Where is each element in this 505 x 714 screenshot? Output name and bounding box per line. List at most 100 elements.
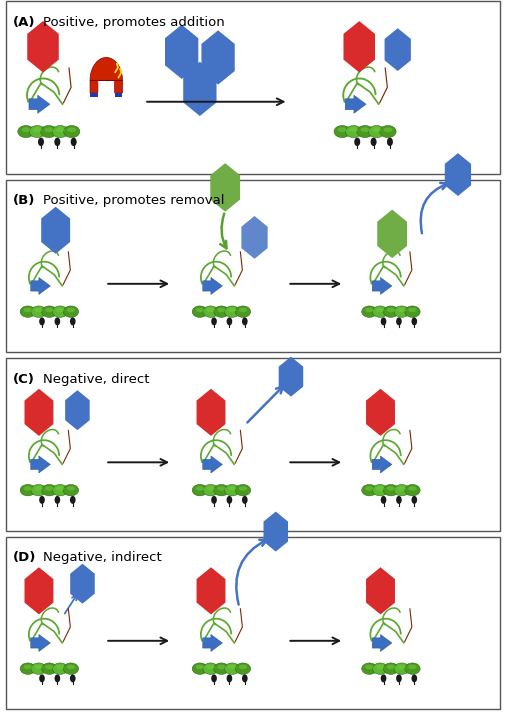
Ellipse shape (372, 306, 387, 317)
Polygon shape (365, 388, 394, 436)
Ellipse shape (371, 127, 380, 132)
Text: Positive, promotes addition: Positive, promotes addition (43, 16, 224, 29)
Circle shape (70, 496, 75, 504)
Ellipse shape (44, 127, 53, 132)
Ellipse shape (224, 663, 239, 674)
Polygon shape (365, 567, 394, 614)
Circle shape (54, 138, 60, 146)
Polygon shape (377, 210, 406, 258)
Circle shape (241, 674, 247, 683)
Circle shape (411, 674, 416, 683)
FancyArrow shape (372, 635, 391, 651)
Ellipse shape (356, 126, 373, 138)
Circle shape (226, 317, 232, 326)
Polygon shape (278, 357, 302, 397)
Ellipse shape (64, 126, 80, 138)
Circle shape (395, 317, 401, 326)
Circle shape (380, 496, 386, 504)
Ellipse shape (224, 306, 239, 317)
Polygon shape (210, 164, 239, 212)
FancyArrow shape (372, 456, 391, 473)
Circle shape (211, 317, 217, 326)
Ellipse shape (227, 308, 236, 312)
Circle shape (380, 317, 386, 326)
Ellipse shape (213, 306, 229, 317)
Circle shape (395, 674, 401, 683)
Ellipse shape (382, 663, 398, 674)
Ellipse shape (386, 308, 394, 312)
Ellipse shape (41, 306, 57, 317)
Ellipse shape (20, 484, 35, 496)
Ellipse shape (213, 663, 229, 674)
Ellipse shape (372, 663, 387, 674)
Ellipse shape (53, 484, 68, 496)
Ellipse shape (217, 665, 225, 669)
Ellipse shape (63, 484, 78, 496)
Polygon shape (70, 564, 94, 604)
Ellipse shape (31, 484, 46, 496)
Bar (115, 93, 122, 97)
Ellipse shape (206, 486, 215, 491)
Ellipse shape (393, 663, 409, 674)
Ellipse shape (45, 308, 54, 312)
Polygon shape (201, 30, 234, 85)
Ellipse shape (56, 127, 65, 132)
Ellipse shape (21, 127, 30, 132)
FancyBboxPatch shape (6, 358, 499, 531)
Ellipse shape (345, 126, 361, 138)
Ellipse shape (31, 663, 46, 674)
Ellipse shape (408, 665, 416, 669)
Circle shape (55, 674, 60, 683)
Circle shape (370, 138, 376, 146)
Polygon shape (183, 61, 216, 116)
Polygon shape (384, 29, 410, 71)
Ellipse shape (333, 126, 349, 138)
Ellipse shape (31, 306, 46, 317)
Circle shape (226, 674, 232, 683)
Circle shape (411, 496, 416, 504)
Ellipse shape (56, 665, 64, 669)
FancyBboxPatch shape (6, 1, 499, 174)
Ellipse shape (396, 308, 405, 312)
Ellipse shape (41, 663, 57, 674)
Ellipse shape (361, 306, 376, 317)
Ellipse shape (34, 486, 43, 491)
Ellipse shape (192, 484, 207, 496)
Polygon shape (343, 21, 374, 73)
FancyArrow shape (203, 456, 222, 473)
Ellipse shape (24, 486, 32, 491)
Circle shape (71, 138, 77, 146)
FancyArrow shape (203, 635, 222, 651)
Ellipse shape (195, 486, 204, 491)
Circle shape (241, 496, 247, 504)
Ellipse shape (361, 663, 376, 674)
Polygon shape (65, 390, 89, 430)
FancyArrow shape (203, 278, 222, 295)
Circle shape (241, 317, 247, 326)
Circle shape (39, 317, 45, 326)
Ellipse shape (195, 308, 204, 312)
Ellipse shape (63, 663, 78, 674)
Ellipse shape (45, 665, 54, 669)
Ellipse shape (52, 126, 68, 138)
Circle shape (354, 138, 360, 146)
FancyArrow shape (31, 635, 50, 651)
Circle shape (411, 317, 416, 326)
Circle shape (211, 496, 217, 504)
FancyArrow shape (29, 95, 50, 114)
Polygon shape (263, 511, 287, 551)
FancyArrow shape (344, 95, 366, 114)
Ellipse shape (217, 486, 225, 491)
Ellipse shape (29, 126, 45, 138)
Polygon shape (24, 567, 54, 614)
Ellipse shape (382, 306, 398, 317)
Ellipse shape (24, 308, 32, 312)
Ellipse shape (33, 127, 42, 132)
Ellipse shape (67, 127, 76, 132)
Ellipse shape (217, 308, 225, 312)
Ellipse shape (67, 308, 75, 312)
Circle shape (55, 496, 60, 504)
Ellipse shape (360, 127, 369, 132)
Text: Negative, direct: Negative, direct (43, 373, 149, 386)
Polygon shape (444, 154, 470, 196)
